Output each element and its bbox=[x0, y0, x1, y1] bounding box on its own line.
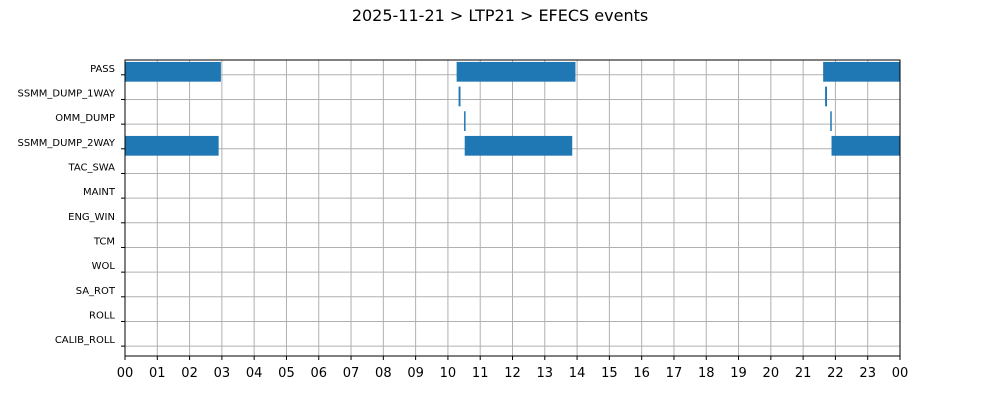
x-tick-label: 10 bbox=[440, 366, 457, 381]
grid-lines bbox=[124, 60, 901, 356]
x-tick-label: 11 bbox=[472, 366, 489, 381]
y-tick-label: WOL bbox=[92, 261, 116, 272]
x-tick-label: 01 bbox=[149, 366, 166, 381]
x-tick-label: 05 bbox=[278, 366, 295, 381]
y-tick-label: MAINT bbox=[83, 187, 116, 198]
x-tick-label: 13 bbox=[537, 366, 554, 381]
x-tick-label: 16 bbox=[633, 366, 650, 381]
x-tick-label: 02 bbox=[181, 366, 198, 381]
event-bar bbox=[830, 111, 832, 131]
x-tick-label: 07 bbox=[343, 366, 360, 381]
y-tick-label: CALIB_ROLL bbox=[55, 335, 116, 346]
x-tick-label: 00 bbox=[892, 366, 909, 381]
event-bar bbox=[125, 61, 221, 82]
x-tick-label: 14 bbox=[569, 366, 586, 381]
y-tick-label: SA_ROT bbox=[76, 286, 116, 297]
x-tick-label: 08 bbox=[375, 366, 392, 381]
x-tick-label: 04 bbox=[246, 366, 263, 381]
y-tick-label: PASS bbox=[90, 64, 115, 75]
x-tick-label: 15 bbox=[601, 366, 618, 381]
y-tick-label: ROLL bbox=[89, 310, 115, 321]
x-tick-label: 09 bbox=[407, 366, 424, 381]
y-tick-label: TCM bbox=[93, 236, 115, 247]
event-bar bbox=[456, 61, 576, 82]
x-tick-label: 22 bbox=[827, 366, 844, 381]
chart-title: 2025-11-21 > LTP21 > EFECS events bbox=[351, 6, 649, 25]
x-tick-label: 03 bbox=[214, 366, 231, 381]
x-tick-label: 12 bbox=[504, 366, 521, 381]
x-tick-label: 18 bbox=[698, 366, 715, 381]
event-bar bbox=[825, 86, 828, 107]
x-tick-label: 19 bbox=[730, 366, 747, 381]
x-tick-label: 21 bbox=[795, 366, 812, 381]
y-tick-label: SSMM_DUMP_2WAY bbox=[17, 138, 115, 149]
y-tick-label: SSMM_DUMP_1WAY bbox=[17, 88, 115, 99]
event-bar bbox=[125, 135, 219, 156]
event-bar bbox=[823, 61, 900, 82]
axis-ticks bbox=[121, 74, 901, 360]
y-tick-labels: PASS SSMM_DUMP_1WAY OMM_DUMP SSMM_DUMP_2WAY… bbox=[17, 64, 115, 346]
event-bar bbox=[464, 111, 466, 131]
event-bar bbox=[464, 135, 573, 156]
y-tick-label: OMM_DUMP bbox=[55, 113, 115, 124]
y-tick-label: TAC_SWA bbox=[67, 162, 115, 173]
x-tick-label: 17 bbox=[666, 366, 683, 381]
x-tick-label: 23 bbox=[859, 366, 876, 381]
event-bar bbox=[831, 135, 900, 156]
x-tick-label: 00 bbox=[117, 366, 134, 381]
y-tick-label: ENG_WIN bbox=[68, 212, 115, 223]
event-bars bbox=[125, 61, 900, 156]
x-tick-label: 06 bbox=[310, 366, 327, 381]
event-bar bbox=[458, 86, 461, 107]
x-tick-labels: 00 01 02 03 04 05 06 07 08 09 10 11 12 13 14 15 16 17 18 19… bbox=[117, 366, 909, 381]
x-tick-label: 20 bbox=[763, 366, 780, 381]
